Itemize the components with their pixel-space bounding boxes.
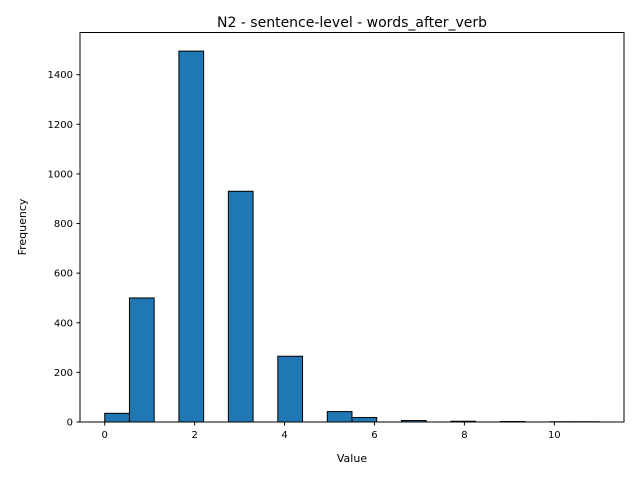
histogram-bar-2 [178, 50, 205, 423]
histogram-bar-0 [104, 412, 130, 423]
y-tick-label-2: 400 [54, 318, 73, 329]
x-axis-label: Value [337, 452, 367, 465]
y-axis-ticks: 0 200 400 600 800 1000 1200 1400 [48, 70, 80, 429]
histogram-bar-4 [277, 355, 304, 423]
x-tick-label-4: 8 [461, 430, 467, 441]
y-tick-label-6: 1200 [48, 120, 73, 131]
x-tick-label-0: 0 [102, 430, 108, 441]
y-tick-label-7: 1400 [48, 70, 73, 81]
y-axis-label: Frequency [16, 198, 29, 255]
x-tick-label-1: 2 [191, 430, 197, 441]
bars-group [104, 50, 600, 423]
y-tick-label-4: 800 [54, 219, 73, 230]
histogram-bar-1 [128, 297, 155, 423]
x-tick-label-5: 10 [548, 430, 561, 441]
x-tick-label-3: 6 [371, 430, 377, 441]
y-tick-label-5: 1000 [48, 169, 73, 180]
y-tick-label-0: 0 [67, 418, 73, 429]
histogram-bar-6 [351, 417, 378, 423]
x-axis-ticks: 0 2 4 6 8 10 [102, 422, 561, 441]
x-tick-label-2: 4 [281, 430, 287, 441]
chart-title: N2 - sentence-level - words_after_verb [217, 15, 487, 31]
y-tick-label-1: 200 [54, 368, 73, 379]
histogram-bar-5 [326, 411, 353, 423]
histogram-bar-3 [227, 190, 254, 423]
plot-frame [79, 32, 625, 423]
y-tick-label-3: 600 [54, 269, 73, 280]
